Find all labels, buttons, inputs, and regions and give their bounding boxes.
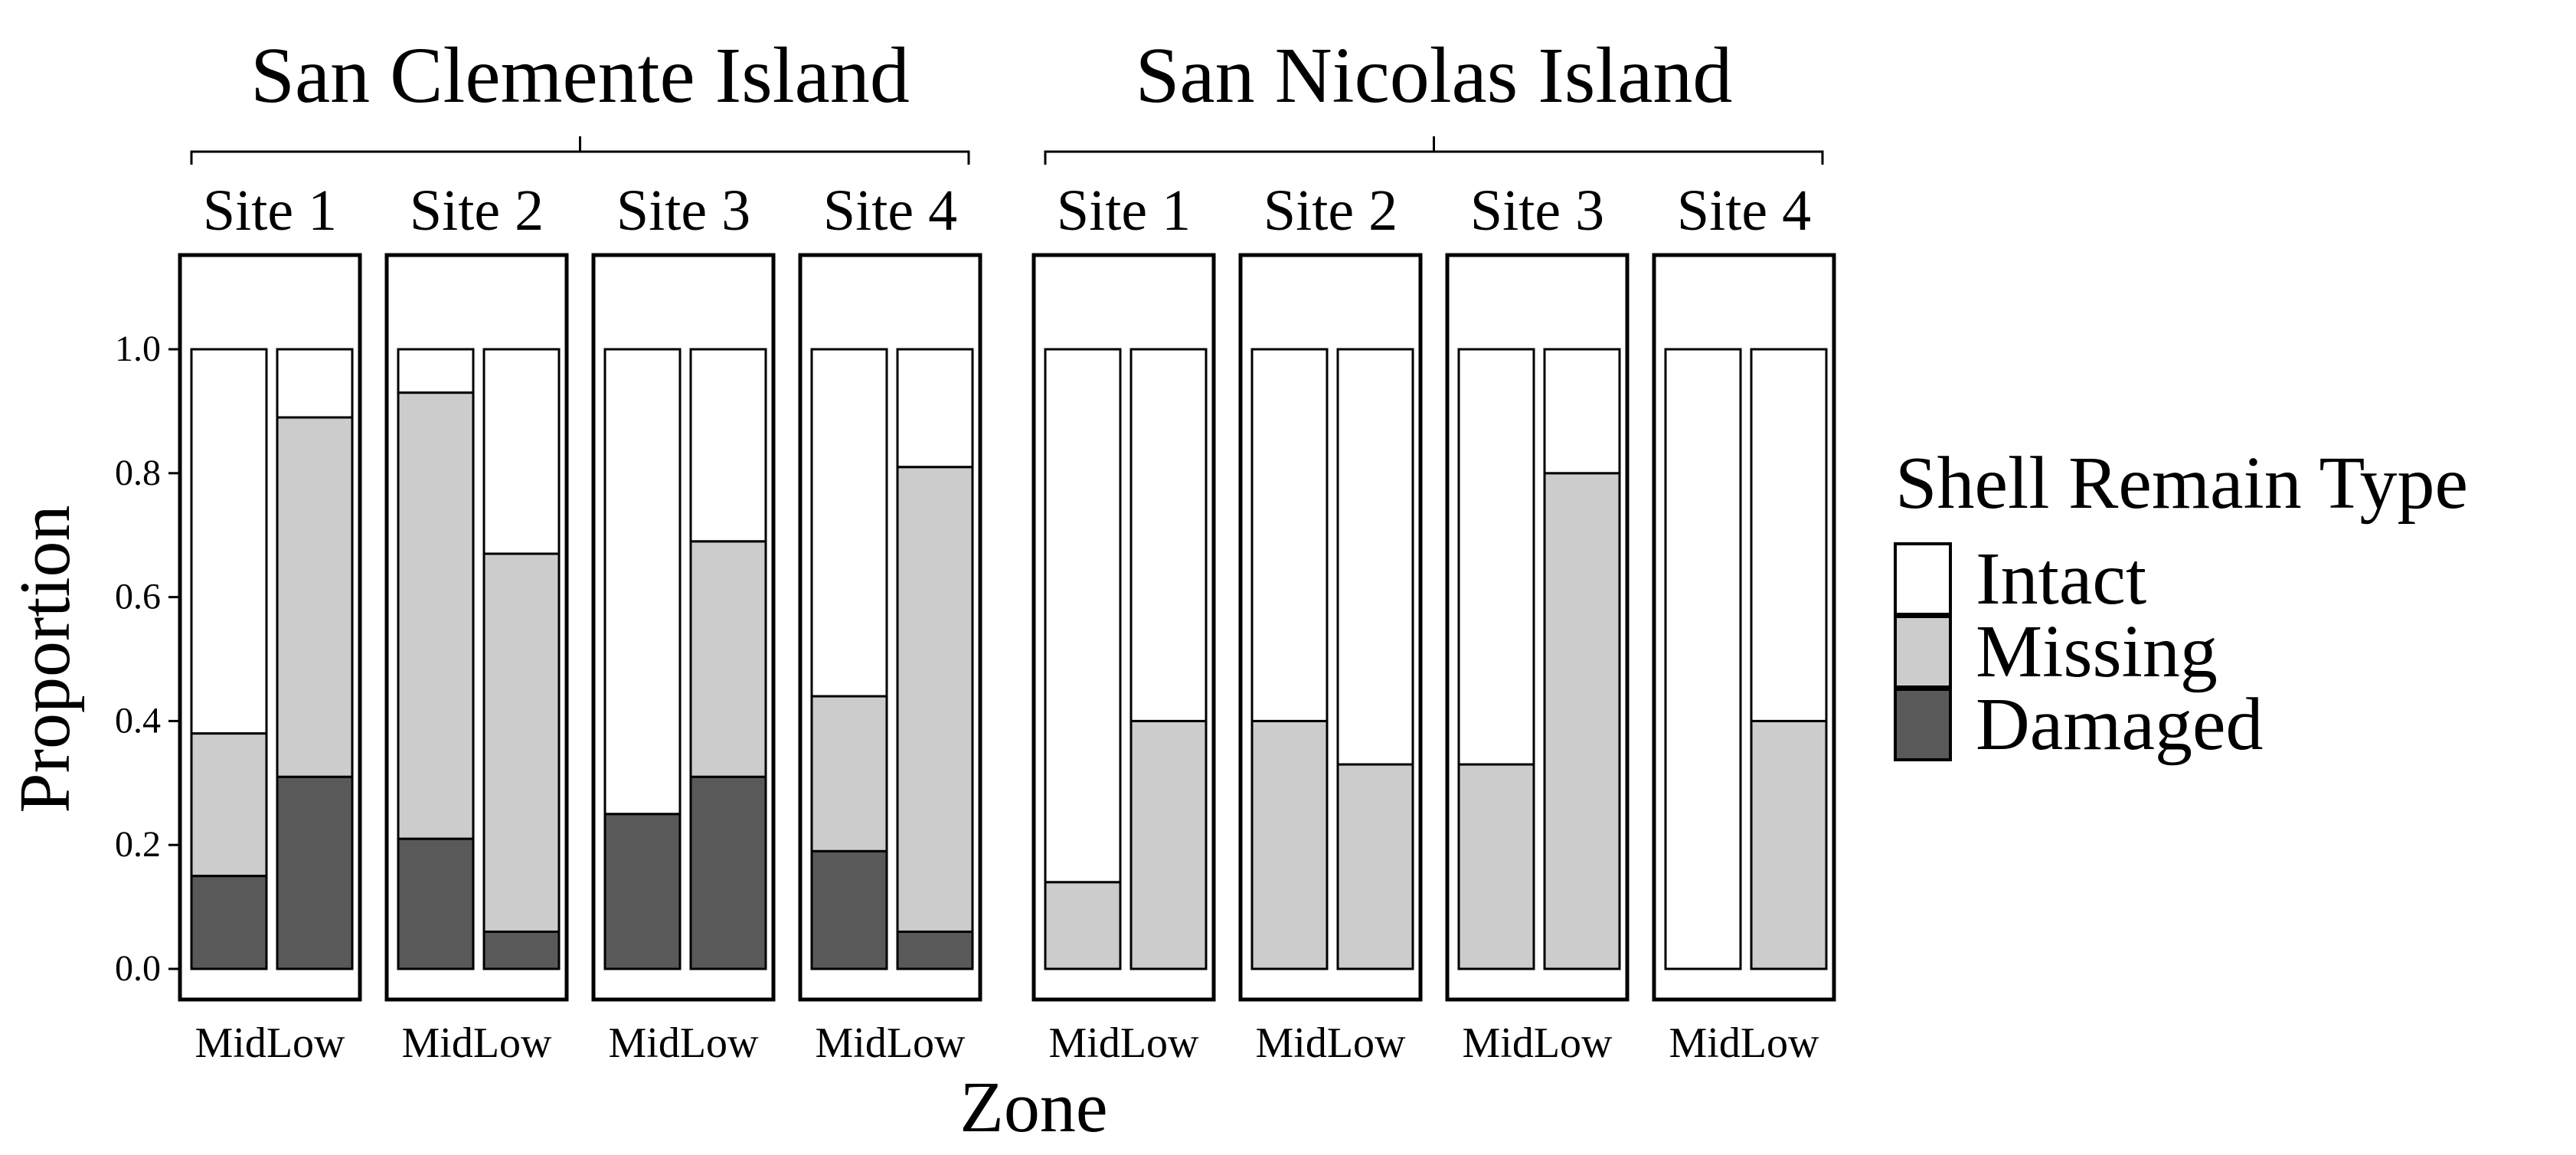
zone-label: Mid bbox=[401, 1019, 472, 1067]
island-title: San Nicolas Island bbox=[1136, 31, 1733, 119]
bar-segment-intact bbox=[1750, 348, 1828, 722]
panel-frame bbox=[384, 253, 569, 1002]
panel-frame bbox=[1238, 253, 1423, 1002]
zone-label: Mid bbox=[195, 1019, 266, 1067]
bar-segment-intact bbox=[1336, 348, 1414, 766]
bar-segment-intact bbox=[896, 348, 974, 469]
legend-swatch-missing bbox=[1894, 615, 1952, 689]
bar-segment-intact bbox=[1129, 348, 1208, 722]
zone-labels: MidLow bbox=[608, 1019, 759, 1067]
bar-segment-missing bbox=[1750, 719, 1828, 970]
site-label: Site 3 bbox=[616, 178, 750, 243]
bar-segment-intact bbox=[810, 348, 888, 698]
zone-label: Mid bbox=[1048, 1019, 1120, 1067]
site-label: Site 1 bbox=[1057, 178, 1191, 243]
legend-swatch-intact bbox=[1894, 542, 1952, 616]
bar-segment-damaged bbox=[689, 775, 767, 970]
panel-frame bbox=[178, 253, 362, 1002]
panel-frame bbox=[591, 253, 776, 1002]
bar-segment-missing bbox=[397, 391, 475, 840]
bar-segment-intact bbox=[276, 348, 354, 419]
y-tick-label: 1.0 bbox=[115, 329, 161, 369]
bar-segment-intact bbox=[482, 348, 561, 555]
legend-label-damaged: Damaged bbox=[1976, 683, 2264, 766]
y-tick-label: 0.4 bbox=[115, 700, 161, 741]
zone-label: Mid bbox=[815, 1019, 886, 1067]
zone-labels: MidLow bbox=[195, 1019, 345, 1067]
bar-segment-missing bbox=[1250, 719, 1329, 970]
bar-segment-missing bbox=[1457, 763, 1535, 970]
panel-frame bbox=[1445, 253, 1630, 1002]
zone-label: Low bbox=[1741, 1019, 1819, 1067]
bar-segment-intact bbox=[1543, 348, 1621, 475]
site-label: Site 4 bbox=[1677, 178, 1811, 243]
y-tick-label: 0.6 bbox=[115, 577, 161, 617]
island-title: San Clemente Island bbox=[250, 31, 910, 119]
zone-label: Mid bbox=[1462, 1019, 1533, 1067]
bar-segment-damaged bbox=[603, 813, 682, 970]
legend-label-intact: Intact bbox=[1976, 538, 2146, 620]
site-label: Site 4 bbox=[823, 178, 957, 243]
bar-segment-damaged bbox=[482, 930, 561, 970]
site-label: Site 2 bbox=[410, 178, 544, 243]
bar-segment-intact bbox=[1457, 348, 1535, 766]
bar-segment-damaged bbox=[190, 875, 268, 970]
legend-title: Shell Remain Type bbox=[1895, 442, 2468, 525]
zone-labels: MidLow bbox=[1255, 1019, 1406, 1067]
bar-segment-missing bbox=[1044, 881, 1122, 970]
zone-label: Low bbox=[1120, 1019, 1199, 1067]
bar-segment-damaged bbox=[810, 849, 888, 970]
bar-segment-missing bbox=[896, 466, 974, 933]
bar-segment-missing bbox=[1129, 719, 1208, 970]
bar-segment-intact bbox=[603, 348, 682, 816]
bar-segment-missing bbox=[1336, 763, 1414, 970]
zone-label: Low bbox=[680, 1019, 759, 1067]
bar-segment-missing bbox=[1543, 472, 1621, 970]
zone-labels: MidLow bbox=[1462, 1019, 1613, 1067]
x-axis-title: Zone bbox=[959, 1068, 1107, 1147]
zone-label: Low bbox=[1534, 1019, 1613, 1067]
bar-segment-intact bbox=[190, 348, 268, 735]
zone-labels: MidLow bbox=[1669, 1019, 1819, 1067]
zone-label: Low bbox=[1327, 1019, 1406, 1067]
legend-swatch-damaged bbox=[1894, 688, 1952, 761]
panel-frame bbox=[1031, 253, 1216, 1002]
bar-segment-missing bbox=[190, 732, 268, 878]
y-tick-label: 0.2 bbox=[115, 824, 161, 865]
zone-label: Low bbox=[266, 1019, 345, 1067]
bar-segment-damaged bbox=[896, 930, 974, 970]
zone-label: Mid bbox=[1669, 1019, 1740, 1067]
bar-segment-missing bbox=[482, 552, 561, 933]
bar-segment-intact bbox=[397, 348, 475, 394]
bar-segment-missing bbox=[810, 695, 888, 852]
site-label: Site 3 bbox=[1470, 178, 1604, 243]
bar-segment-intact bbox=[1044, 348, 1122, 884]
zone-label: Mid bbox=[1255, 1019, 1326, 1067]
bar-segment-missing bbox=[689, 540, 767, 778]
y-tick-label: 0.0 bbox=[115, 948, 161, 989]
zone-labels: MidLow bbox=[401, 1019, 552, 1067]
zone-label: Low bbox=[473, 1019, 552, 1067]
island-bracket bbox=[1044, 136, 1824, 165]
bar-segment-damaged bbox=[397, 837, 475, 970]
bar-segment-intact bbox=[689, 348, 767, 543]
y-axis-title: Proportion bbox=[5, 505, 85, 813]
zone-label: Low bbox=[887, 1019, 966, 1067]
site-label: Site 2 bbox=[1263, 178, 1398, 243]
bar-segment-intact bbox=[1664, 348, 1742, 970]
legend-label-missing: Missing bbox=[1976, 610, 2218, 693]
panel-frame bbox=[1652, 253, 1836, 1002]
bar-segment-damaged bbox=[276, 775, 354, 970]
y-tick-label: 0.8 bbox=[115, 453, 161, 493]
bar-segment-missing bbox=[276, 416, 354, 778]
panel-frame bbox=[798, 253, 982, 1002]
zone-labels: MidLow bbox=[815, 1019, 966, 1067]
island-bracket bbox=[190, 136, 970, 165]
zone-label: Mid bbox=[608, 1019, 679, 1067]
site-label: Site 1 bbox=[203, 178, 337, 243]
zone-labels: MidLow bbox=[1048, 1019, 1199, 1067]
bar-segment-intact bbox=[1250, 348, 1329, 722]
